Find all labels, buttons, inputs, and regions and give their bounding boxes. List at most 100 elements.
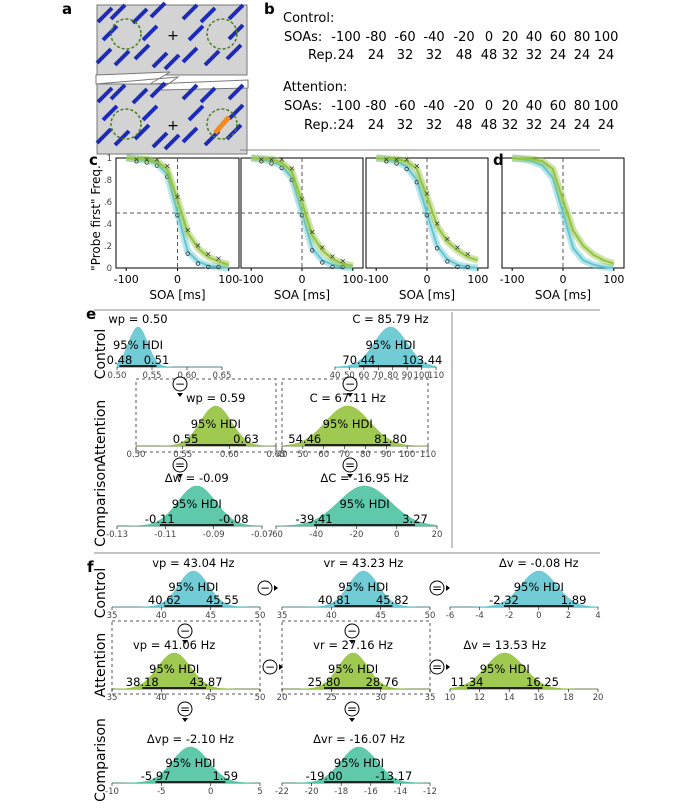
- posterior-tick-label: 80: [360, 450, 371, 460]
- soa-value: 100: [594, 30, 619, 45]
- posterior-tick-label: 40: [156, 611, 167, 621]
- operator-minus-symbol: −: [260, 581, 270, 595]
- data-point-attention: ×: [424, 189, 431, 198]
- data-point-attention: ×: [184, 226, 191, 235]
- x-tick-label: -100: [239, 273, 264, 286]
- operator-arrow: [347, 393, 353, 397]
- soa-value: -60: [394, 99, 415, 114]
- posterior-tick-label: -16: [364, 787, 378, 797]
- orientation-bar: [181, 126, 199, 144]
- hdi-label: 95% HDI: [514, 580, 564, 594]
- posterior-tick-label: 0.50: [108, 371, 127, 381]
- posterior-density: [117, 485, 263, 527]
- posterior-tick-label: 110: [428, 371, 444, 381]
- hdi-upper: 81.80: [374, 432, 407, 446]
- attention-title: Attention:: [283, 80, 347, 95]
- f-vp-guide-box: [111, 620, 261, 695]
- posterior-tick-label: 40: [277, 450, 288, 460]
- psychometric-panel-d: -100 0 100 SOA [ms]: [500, 154, 625, 302]
- posterior-tick-label: -4: [475, 611, 483, 621]
- rep-value: 24: [550, 48, 567, 63]
- rep-value: 24: [338, 48, 355, 63]
- posterior-tick-label: 70: [339, 450, 350, 460]
- posterior-tick-label: -5: [157, 787, 165, 797]
- orientation-bar: [181, 3, 199, 21]
- orientation-bar: [227, 23, 245, 41]
- posterior-tick-label: 90: [381, 450, 392, 460]
- data-point-control: [216, 264, 221, 270]
- data-point-attention: ×: [413, 162, 420, 171]
- x-tick-label: -100: [364, 273, 389, 286]
- hdi-upper: 16.25: [526, 675, 559, 689]
- posterior-tick-label: 0: [394, 530, 399, 540]
- posterior-density: [281, 405, 429, 447]
- data-point-control: [269, 161, 274, 166]
- hdi-upper: 1.59: [212, 769, 238, 783]
- posterior-title: Δvp = -2.10 Hz: [147, 732, 234, 746]
- orientation-bar: [187, 24, 205, 42]
- posterior-tick-label: 16: [533, 693, 544, 703]
- x-tick-label: 0: [560, 273, 567, 286]
- c-ytick-label: .8: [104, 176, 112, 186]
- soa-value: -60: [394, 30, 415, 45]
- posterior-density: [112, 570, 260, 608]
- data-point-attention: ×: [164, 162, 171, 171]
- posterior-tick-label: -0.11: [154, 530, 176, 540]
- orientation-bar: [163, 53, 181, 71]
- operator-equals-circle: [429, 580, 445, 596]
- hdi-label: 95% HDI: [338, 580, 388, 594]
- operator-arrow: [177, 474, 183, 478]
- series-line-attention: [126, 157, 230, 266]
- posterior-tick-label: 0: [208, 787, 213, 797]
- data-point-attention: ×: [195, 241, 202, 250]
- data-point-control: [424, 212, 430, 218]
- hdi-upper: -0.08: [219, 512, 249, 526]
- hdi-lower: -19.00: [306, 769, 343, 783]
- posterior-tick-label: 40: [330, 371, 341, 381]
- orientation-bar: [203, 49, 221, 67]
- x-tick-label: 100: [342, 273, 363, 286]
- posterior-density: [282, 570, 430, 608]
- operator-arrow: [349, 640, 355, 644]
- data-point-attention: ×: [133, 155, 140, 164]
- series-line-attention: [251, 157, 354, 267]
- posterior-tick-label: 100: [413, 371, 429, 381]
- data-point-attention: ×: [444, 234, 451, 243]
- e-row-label-comparison: Comparison: [93, 463, 109, 547]
- f-row-label-control: Control: [93, 568, 109, 619]
- operator-minus-circle: [172, 376, 188, 392]
- hdi-label: 95% HDI: [113, 338, 163, 352]
- posterior-title: C = 67.11 Hz: [310, 391, 386, 405]
- data-point-control: [465, 264, 470, 270]
- posterior-density: [136, 405, 276, 447]
- posterior-density: [282, 652, 430, 690]
- posterior-density: [282, 746, 430, 784]
- posterior-tick-label: 2: [566, 611, 571, 621]
- orientation-bar: [133, 43, 151, 61]
- posterior-tick-label: 35: [277, 611, 288, 621]
- operator-minus-symbol: −: [180, 624, 190, 638]
- operator-symbols: − − = = − − = = − = − =: [172, 376, 450, 722]
- data-point-control: [445, 259, 450, 264]
- posterior-tick-label: 0.65: [213, 371, 232, 381]
- stimulus-break: [95, 71, 249, 91]
- hdi-upper: 103.44: [402, 353, 442, 367]
- f-row-label-comparison: Comparison: [93, 718, 109, 802]
- operator-arrow: [182, 640, 188, 644]
- hdi-upper: 0.51: [144, 353, 170, 367]
- soa-value: 40: [526, 99, 543, 114]
- cue-circle-left-top: [110, 18, 142, 50]
- posterior-tick-label: -40: [309, 530, 323, 540]
- hdi-lower: 70.44: [342, 353, 375, 367]
- hdi-lower: -2.32: [489, 593, 519, 607]
- c-ytick-label: .6: [104, 198, 112, 208]
- soa-value: 60: [550, 99, 567, 114]
- operator-equals-symbol: =: [347, 702, 357, 716]
- posterior-tick-label: 90: [402, 371, 413, 381]
- rep-value: 32: [426, 48, 443, 63]
- hdi-lower: -0.11: [145, 512, 175, 526]
- posterior-tick-label: 25: [326, 693, 337, 703]
- hdi-upper: 0.63: [233, 432, 259, 446]
